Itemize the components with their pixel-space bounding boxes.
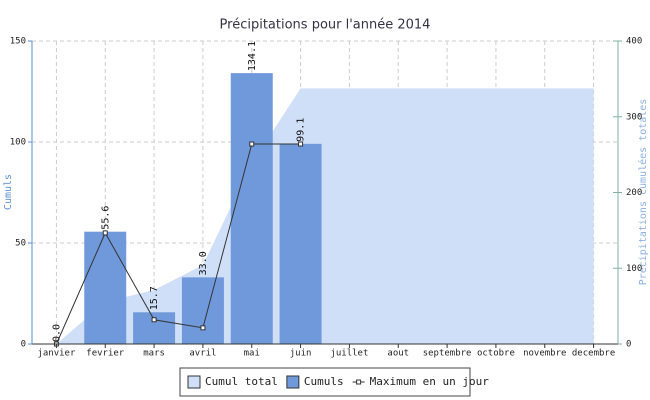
bar	[181, 277, 224, 344]
x-tick-label: septembre	[423, 349, 472, 359]
x-tick-label: fevrier	[86, 349, 125, 359]
y2-tick-label: 100	[626, 264, 642, 274]
line-marker	[298, 141, 304, 147]
chart-title: Précipitations pour l'année 2014	[220, 18, 431, 33]
legend-label: Maximum en un jour	[370, 375, 490, 388]
bar	[230, 73, 273, 345]
y2-tick-label: 300	[626, 112, 642, 122]
legend-swatch-marker	[356, 379, 362, 385]
data-label: 33.0	[198, 251, 209, 275]
x-tick-label: avril	[189, 349, 216, 359]
legend-label: Cumul total	[205, 375, 278, 388]
data-label: 0.0	[51, 324, 62, 342]
line-marker	[102, 230, 108, 236]
y-axis-label: Cumuls	[3, 174, 14, 210]
y-tick-label: 150	[10, 37, 26, 47]
data-label: 134.1	[247, 41, 258, 71]
bar	[279, 143, 322, 344]
x-tick-label: novembre	[523, 349, 566, 359]
y-tick-label: 100	[10, 138, 26, 148]
y-tick-label: 50	[15, 239, 26, 249]
x-tick-label: mai	[244, 349, 260, 359]
line-marker	[151, 317, 157, 323]
y2-tick-label: 400	[626, 37, 642, 47]
bar	[84, 231, 127, 344]
line	[55, 143, 301, 345]
y-tick-label: 0	[21, 340, 26, 350]
x-tick-label: juillet	[330, 349, 368, 359]
data-label: 15.7	[149, 286, 160, 310]
layer	[53, 73, 322, 347]
line-marker	[249, 141, 255, 147]
y2-axis-label: Précipitations cumulées totales	[637, 99, 649, 286]
legend-label: Cumuls	[304, 375, 344, 388]
x-tick-label: janvier	[37, 349, 76, 359]
data-label: 55.6	[100, 206, 111, 230]
x-tick-label: aout	[387, 349, 409, 359]
legend-swatch	[286, 375, 300, 389]
y2-tick-label: 0	[626, 340, 631, 350]
line-marker	[200, 325, 206, 331]
x-tick-label: juin	[290, 349, 312, 359]
bar	[133, 312, 176, 344]
x-tick-label: decembre	[572, 349, 615, 359]
area	[56, 88, 594, 344]
legend-swatch	[187, 375, 201, 389]
x-tick-label: mars	[143, 349, 165, 359]
x-tick-label: octobre	[477, 349, 515, 359]
y2-tick-label: 200	[626, 188, 642, 198]
legend-box	[179, 367, 471, 397]
data-label: 99.1	[296, 118, 307, 142]
layer: 0.0 55.6 15.7 33.0 134.1 99.1	[51, 41, 306, 342]
